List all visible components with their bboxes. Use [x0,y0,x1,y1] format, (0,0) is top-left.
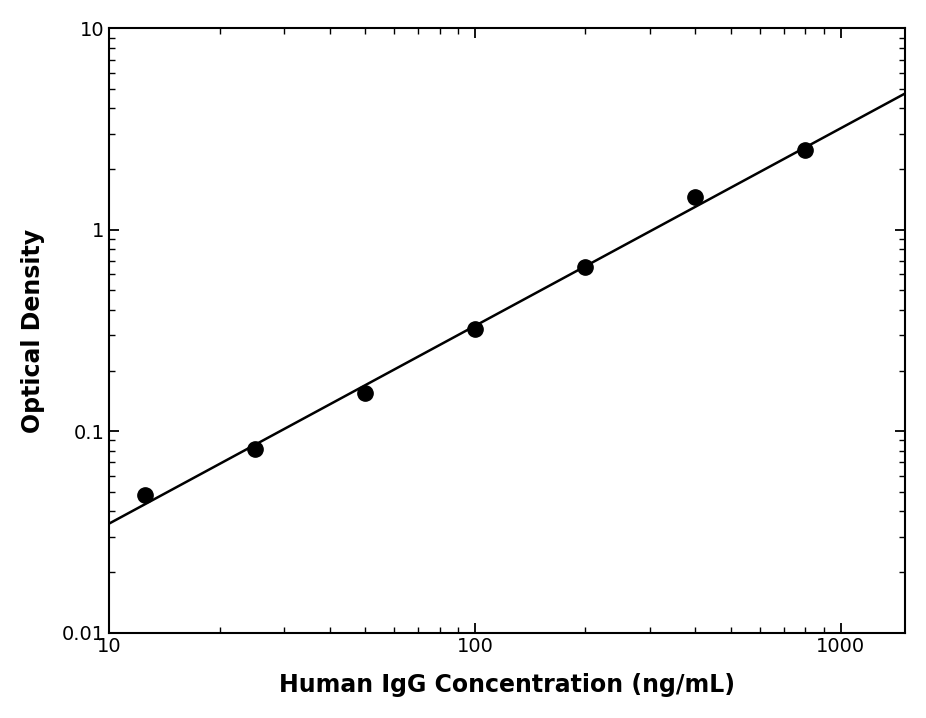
Point [247,443,262,454]
Point [578,261,593,273]
Point [357,387,372,398]
Point [138,490,153,501]
X-axis label: Human IgG Concentration (ng/mL): Human IgG Concentration (ng/mL) [280,673,735,697]
Y-axis label: Optical Density: Optical Density [20,228,44,432]
Point [468,324,482,335]
Point [688,192,703,203]
Point [798,144,813,155]
